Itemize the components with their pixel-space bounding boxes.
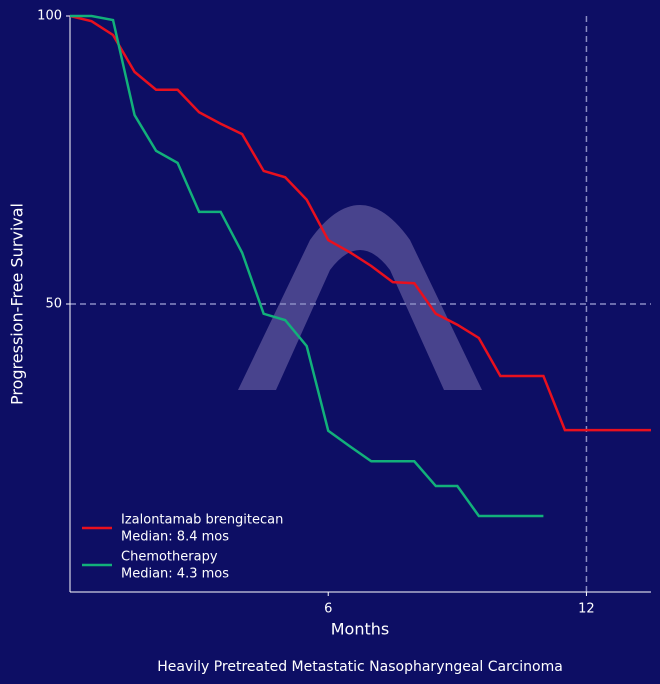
legend-note: Median: 8.4 mos bbox=[121, 530, 229, 545]
x-axis-label: Months bbox=[331, 620, 389, 639]
watermark-logo bbox=[238, 205, 482, 390]
caption: Heavily Pretreated Metastatic Nasopharyn… bbox=[157, 659, 563, 675]
x-tick-label: 12 bbox=[578, 602, 595, 617]
y-axis-label: Progression-Free Survival bbox=[8, 203, 27, 405]
legend-label: Izalontamab brengitecan bbox=[121, 513, 283, 528]
survival-line bbox=[70, 14, 544, 518]
survival-line bbox=[69, 14, 651, 432]
y-tick-label: 50 bbox=[45, 297, 62, 312]
x-tick-label: 6 bbox=[324, 602, 332, 617]
legend-label: Chemotherapy bbox=[121, 550, 218, 565]
y-tick-label: 100 bbox=[37, 9, 62, 24]
legend-note: Median: 4.3 mos bbox=[121, 567, 229, 582]
